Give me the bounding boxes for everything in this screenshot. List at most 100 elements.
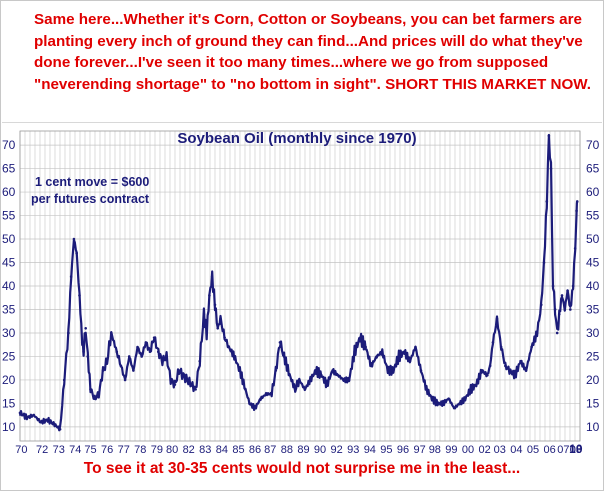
data-point <box>84 326 87 330</box>
data-point <box>557 312 561 316</box>
y-tick-label-left: 25 <box>2 349 16 363</box>
data-point <box>18 411 22 415</box>
x-tick-label: 76 <box>101 444 113 455</box>
data-point <box>397 355 401 358</box>
data-point <box>205 331 208 335</box>
data-point <box>132 369 135 372</box>
data-point <box>97 392 101 396</box>
x-tick-label: 85 <box>232 444 244 455</box>
data-point <box>408 359 412 363</box>
data-point <box>575 209 578 213</box>
data-point <box>264 392 268 396</box>
x-tick-label: 86 <box>249 444 261 455</box>
data-point <box>89 388 92 391</box>
x-tick-label: 05 <box>527 444 539 455</box>
data-point <box>219 317 222 321</box>
data-point <box>551 284 555 288</box>
x-tick-label: 93 <box>347 444 359 455</box>
data-point <box>549 167 553 170</box>
data-point <box>469 388 473 391</box>
y-tick-label-left: 55 <box>2 209 16 223</box>
data-point <box>504 364 507 368</box>
data-point <box>331 369 334 372</box>
data-point <box>181 373 185 377</box>
y-tick-label-right: 15 <box>586 396 600 410</box>
data-point <box>486 373 489 377</box>
y-tick-label-left: 60 <box>2 185 16 199</box>
x-tick-label: 97 <box>413 444 425 455</box>
x-tick-label: 84 <box>216 444 228 455</box>
data-point <box>458 402 462 405</box>
data-point <box>545 200 549 203</box>
data-point <box>320 373 323 377</box>
x-tick-label: 95 <box>380 444 392 455</box>
header-commentary: Same here...Whether it's Corn, Cotton or… <box>34 11 591 93</box>
x-tick-label: 79 <box>151 444 163 455</box>
data-point <box>101 369 105 372</box>
data-point <box>380 350 384 354</box>
data-point <box>569 308 572 311</box>
data-point <box>278 341 282 344</box>
x-tick-label: 00 <box>462 444 474 455</box>
data-point <box>67 331 70 335</box>
data-point <box>325 383 329 386</box>
data-point <box>508 369 511 372</box>
data-point <box>566 289 569 292</box>
x-tick-label: 78 <box>134 444 146 455</box>
data-point <box>270 392 273 396</box>
data-point <box>358 336 362 339</box>
data-point <box>342 378 345 382</box>
y-tick-label-right: 65 <box>586 162 600 176</box>
data-point <box>32 413 36 417</box>
data-point <box>513 373 517 377</box>
data-point <box>524 369 528 372</box>
data-point <box>293 388 297 391</box>
data-point <box>573 247 577 250</box>
data-point <box>303 388 307 391</box>
x-tick-label: 90 <box>314 444 326 455</box>
data-point <box>452 406 456 410</box>
y-tick-label-left: 65 <box>2 162 16 176</box>
data-point <box>539 303 543 307</box>
data-point <box>491 341 495 344</box>
data-point <box>213 303 217 307</box>
data-point <box>58 427 62 431</box>
data-point <box>46 418 49 422</box>
x-tick-label: 99 <box>445 444 457 455</box>
data-point <box>336 373 340 377</box>
x-tick-label: 02 <box>478 444 490 455</box>
data-point <box>109 331 113 335</box>
data-point <box>298 378 301 382</box>
data-point <box>392 369 395 372</box>
data-point <box>148 350 152 354</box>
x-tick-label: 74 <box>69 444 81 455</box>
x-tick-label: 88 <box>281 444 293 455</box>
data-point <box>238 369 242 372</box>
data-point <box>414 345 417 349</box>
data-point <box>353 350 356 354</box>
data-point <box>198 359 202 363</box>
data-point <box>80 341 84 344</box>
y-tick-label-right: 70 <box>586 138 600 152</box>
data-point <box>123 378 127 382</box>
data-point <box>288 373 291 377</box>
data-point <box>495 317 499 321</box>
plot-border <box>19 130 581 442</box>
data-point <box>216 326 220 330</box>
data-point <box>425 388 428 391</box>
data-point <box>227 345 231 349</box>
data-point <box>499 345 503 349</box>
data-point <box>82 350 85 354</box>
data-point <box>156 350 160 354</box>
data-point <box>314 369 318 372</box>
y-tick-label-left: 15 <box>2 396 16 410</box>
data-point <box>105 359 109 363</box>
data-point <box>282 355 286 358</box>
data-point <box>53 423 56 426</box>
data-point <box>202 312 206 316</box>
data-point <box>364 345 367 349</box>
data-point <box>309 378 312 382</box>
data-point <box>259 397 262 401</box>
data-point <box>474 383 478 386</box>
